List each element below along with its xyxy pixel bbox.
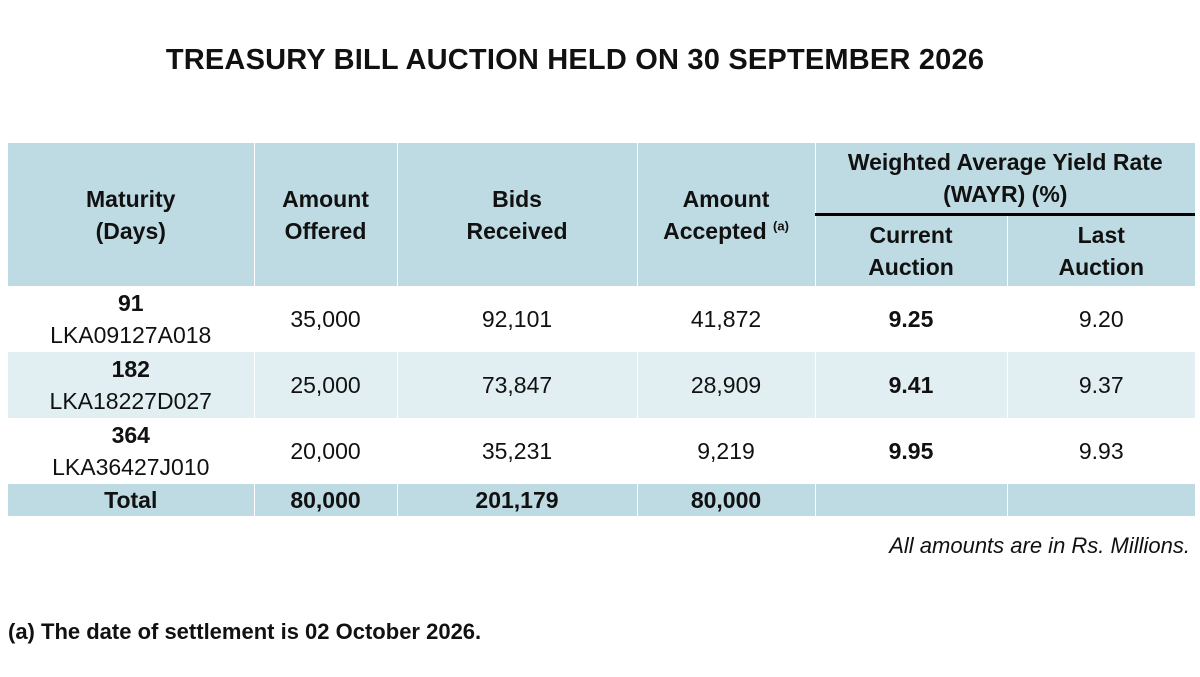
header-offered-line1: Amount bbox=[282, 185, 369, 212]
maturity-days: 182 bbox=[111, 356, 150, 382]
header-accepted-line1: Amount bbox=[682, 185, 770, 212]
header-maturity-line1: Maturity bbox=[86, 185, 176, 212]
maturity-cell: 182 LKA18227D027 bbox=[8, 352, 255, 418]
header-last-line1: Last bbox=[1077, 222, 1125, 248]
header-wayr: Weighted Average Yield Rate (WAYR) (%) bbox=[815, 143, 1196, 216]
total-label: Total bbox=[8, 484, 255, 516]
isin-code: LKA36427J010 bbox=[52, 454, 210, 480]
header-last-line2: Auction bbox=[1058, 254, 1145, 280]
table-row: 364 LKA36427J010 20,000 35,231 9,219 9.9… bbox=[8, 418, 1196, 484]
amount-accepted-cell: 28,909 bbox=[637, 352, 816, 418]
units-note: All amounts are in Rs. Millions. bbox=[889, 533, 1190, 558]
total-empty-cell bbox=[1007, 484, 1196, 516]
settlement-footnote: (a) The date of settlement is 02 October… bbox=[8, 619, 482, 644]
table-row: 91 LKA09127A018 35,000 92,101 41,872 9.2… bbox=[8, 286, 1196, 352]
last-wayr-cell: 9.37 bbox=[1007, 352, 1196, 418]
maturity-days: 91 bbox=[117, 290, 144, 316]
total-bids-cell: 201,179 bbox=[397, 484, 638, 516]
header-bids-line1: Bids bbox=[492, 185, 542, 212]
amount-offered-cell: 25,000 bbox=[254, 352, 398, 418]
current-wayr-cell: 9.41 bbox=[815, 352, 1008, 418]
header-bids-line2: Received bbox=[466, 217, 568, 244]
header-amount-offered: Amount Offered bbox=[254, 143, 398, 286]
current-wayr-cell: 9.95 bbox=[815, 418, 1008, 484]
settlement-footnote-marker: (a) bbox=[773, 217, 789, 233]
isin-code: LKA18227D027 bbox=[49, 388, 212, 414]
amount-accepted-cell: 9,219 bbox=[637, 418, 816, 484]
total-accepted-cell: 80,000 bbox=[637, 484, 816, 516]
bids-received-cell: 35,231 bbox=[397, 418, 638, 484]
page-title: TREASURY BILL AUCTION HELD ON 30 SEPTEMB… bbox=[165, 44, 985, 76]
amount-offered-cell: 35,000 bbox=[254, 286, 398, 352]
last-wayr-cell: 9.20 bbox=[1007, 286, 1196, 352]
maturity-cell: 91 LKA09127A018 bbox=[8, 286, 255, 352]
header-wayr-line2: (WAYR) (%) bbox=[943, 181, 1068, 207]
table-header-row: Maturity (Days) Amount Offered Bids Rece… bbox=[8, 143, 1196, 286]
header-amount-accepted: Amount Accepted (a) bbox=[637, 143, 816, 286]
bids-received-cell: 92,101 bbox=[397, 286, 638, 352]
table-row: 182 LKA18227D027 25,000 73,847 28,909 9.… bbox=[8, 352, 1196, 418]
bids-received-cell: 73,847 bbox=[397, 352, 638, 418]
auction-table: Maturity (Days) Amount Offered Bids Rece… bbox=[8, 143, 1196, 516]
total-empty-cell bbox=[815, 484, 1008, 516]
amount-accepted-cell: 41,872 bbox=[637, 286, 816, 352]
header-offered-line2: Offered bbox=[284, 217, 367, 244]
total-row: Total 80,000 201,179 80,000 bbox=[8, 484, 1196, 516]
total-offered-cell: 80,000 bbox=[254, 484, 398, 516]
header-maturity: Maturity (Days) bbox=[8, 143, 255, 286]
header-current-line2: Auction bbox=[868, 254, 954, 280]
isin-code: LKA09127A018 bbox=[50, 322, 212, 348]
header-bids-received: Bids Received bbox=[397, 143, 638, 286]
last-wayr-cell: 9.93 bbox=[1007, 418, 1196, 484]
header-accepted-line2: Accepted bbox=[663, 217, 767, 244]
amount-offered-cell: 20,000 bbox=[254, 418, 398, 484]
header-current-line1: Current bbox=[869, 222, 953, 248]
maturity-days: 364 bbox=[111, 422, 150, 448]
header-wayr-line1: Weighted Average Yield Rate bbox=[847, 149, 1163, 175]
header-last-auction: Last Auction bbox=[1007, 214, 1196, 286]
header-maturity-line2: (Days) bbox=[95, 217, 166, 244]
current-wayr-cell: 9.25 bbox=[815, 286, 1008, 352]
table-subheader-row: Current Auction Last Auction bbox=[8, 214, 1196, 286]
maturity-cell: 364 LKA36427J010 bbox=[8, 418, 255, 484]
header-current-auction: Current Auction bbox=[815, 214, 1008, 286]
